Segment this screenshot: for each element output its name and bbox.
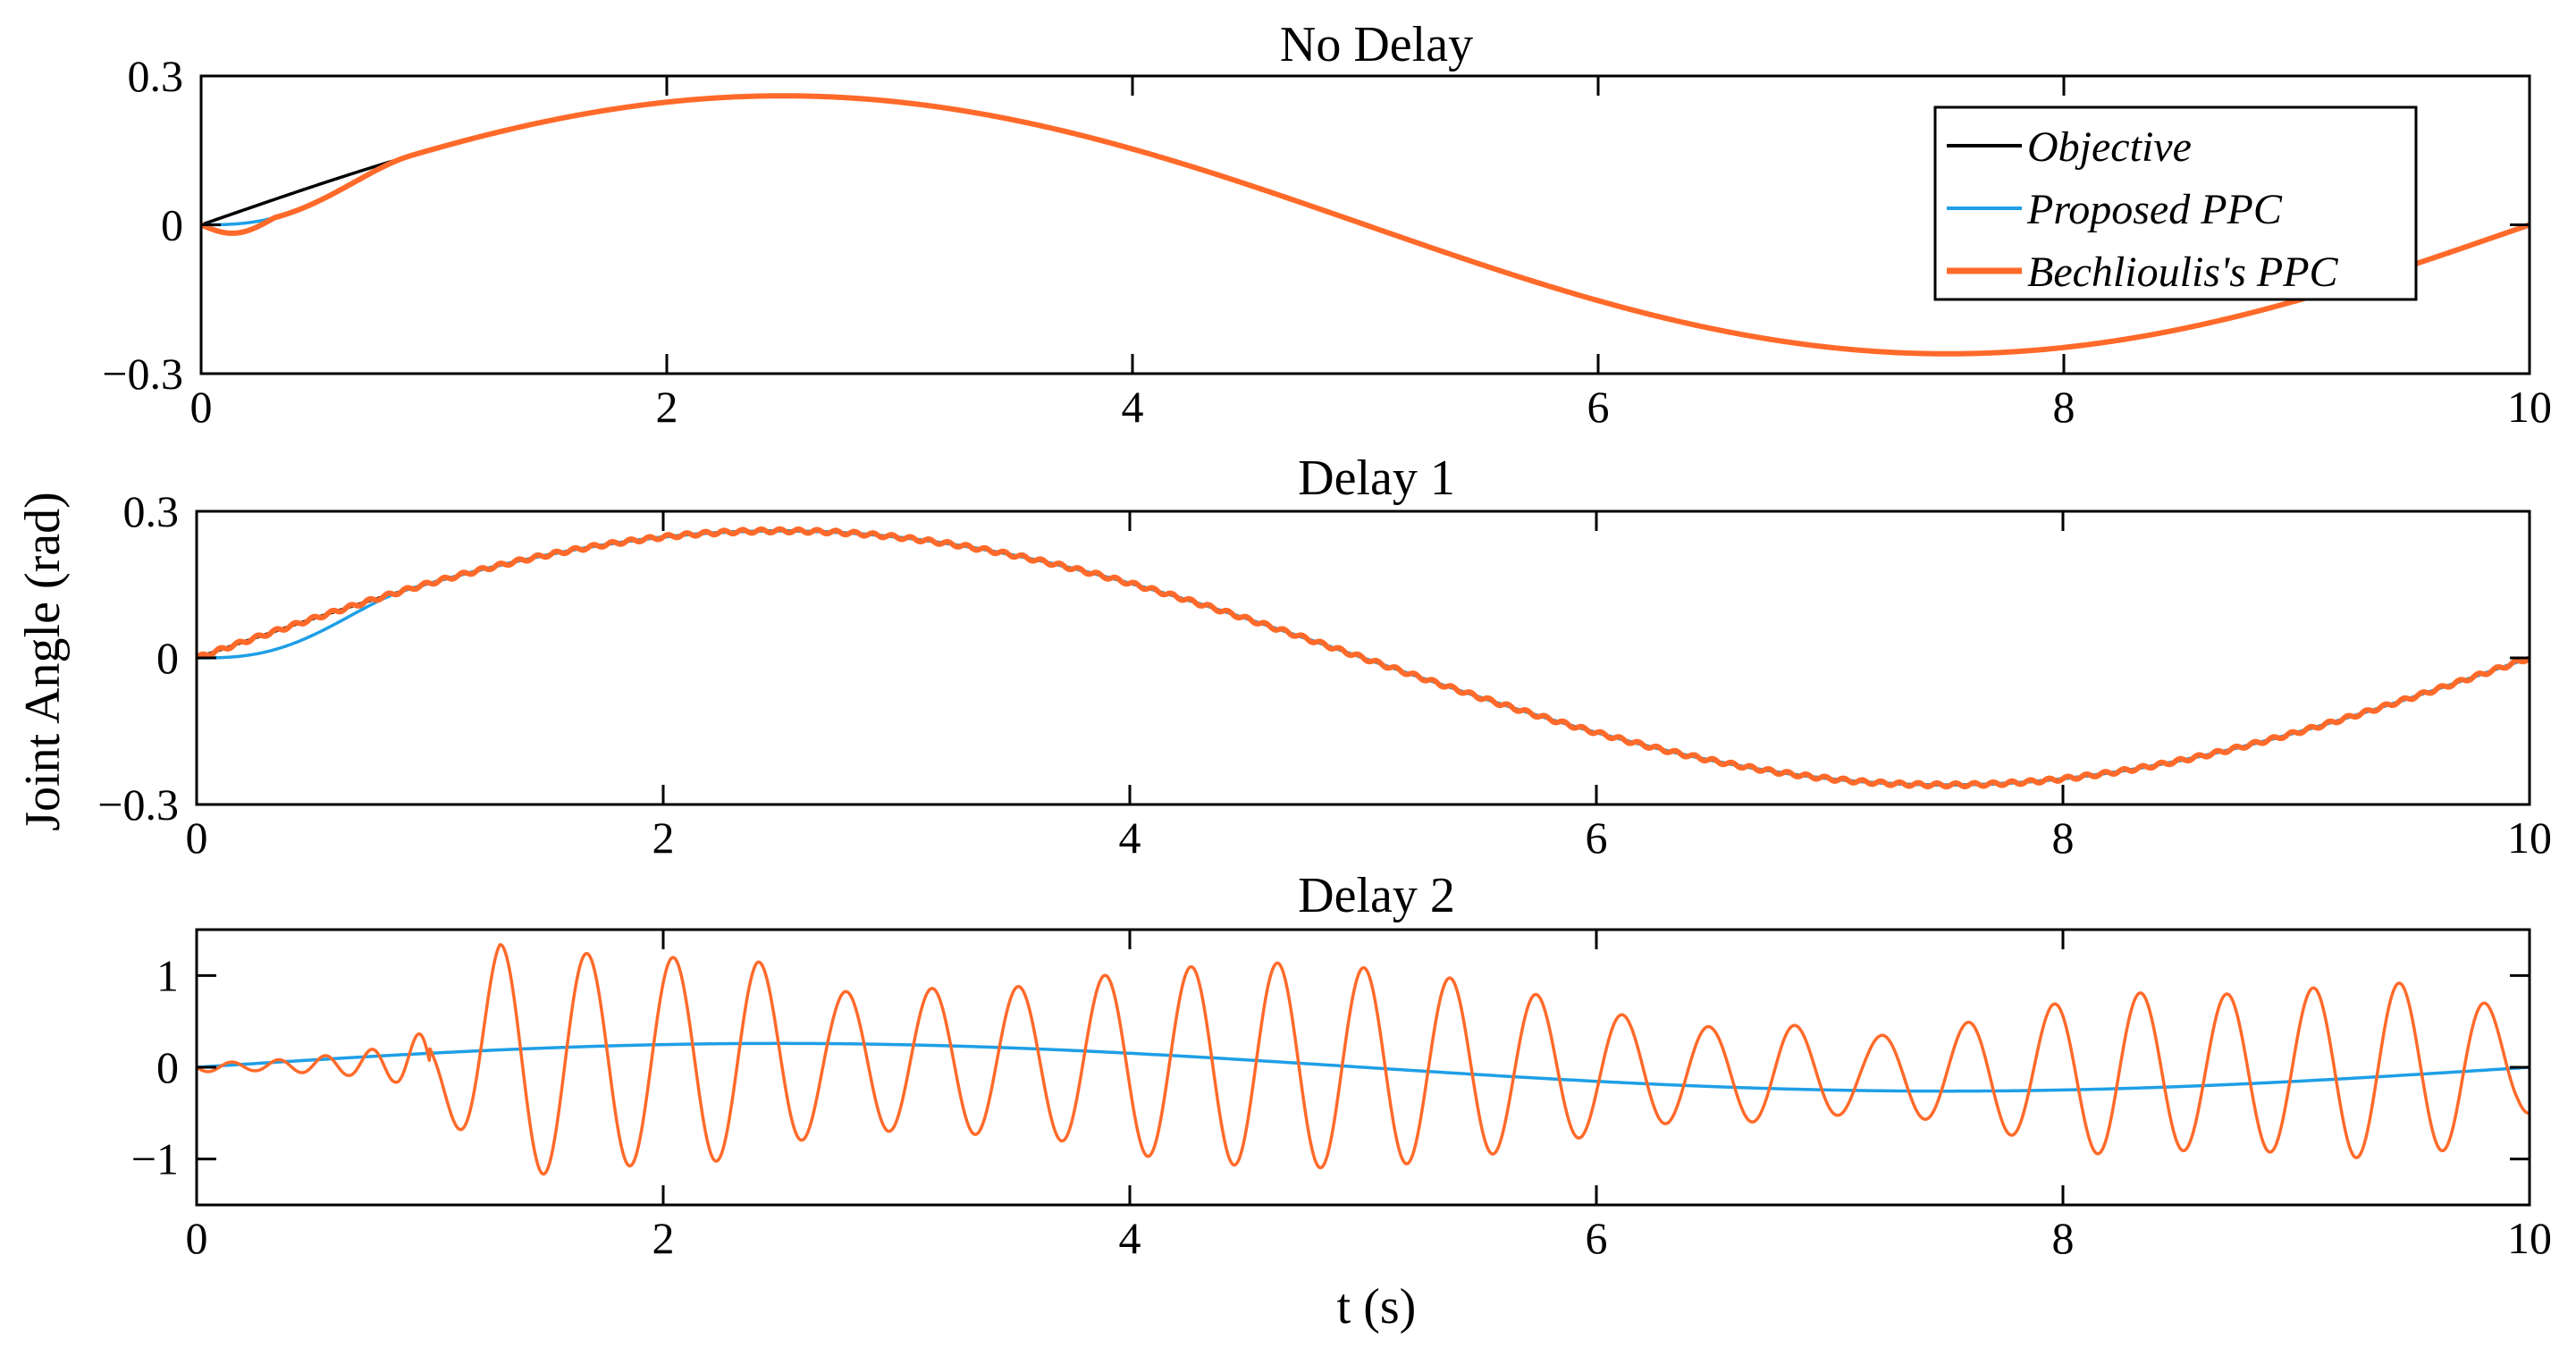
tick-label-layer: 0 2 4 6 8 10−0.300.3 [97, 486, 2552, 863]
x-tick-label: 2 [656, 382, 678, 432]
y-tick-label: −0.3 [97, 779, 179, 830]
subplot-delay-2: Delay 2 0 2 4 6 8 10−101 [131, 868, 2552, 1263]
series-layer [197, 943, 2530, 1176]
series-layer [201, 93, 2530, 357]
series-layer [197, 526, 2530, 790]
legend-box [1933, 105, 2418, 301]
subplot-title: Delay 1 [1298, 451, 1455, 506]
x-tick-label: 6 [1586, 813, 1608, 863]
tick-label-layer: 0 2 4 6 8 10−0.300.3 [102, 51, 2552, 432]
series-line-bechlioulis-s-ppc [197, 943, 2530, 1176]
y-tick-label: 1 [156, 950, 179, 1000]
x-tick-label: 2 [652, 813, 675, 863]
x-axis-label: t (s) [1337, 1279, 1417, 1335]
x-tick-label: 4 [1119, 1213, 1141, 1263]
x-tick-label: 8 [2053, 382, 2075, 432]
subplot-title: No Delay [1280, 17, 1473, 72]
x-tick-label: 10 [2507, 813, 2552, 863]
series-line-bechlioulis-s-ppc [197, 526, 2530, 790]
axes-frame [195, 928, 2531, 1207]
x-tick-label: 0 [190, 382, 213, 432]
y-tick-label: −0.3 [102, 349, 183, 399]
legend-label-objective: Objective [2027, 123, 2192, 171]
x-tick-label: 4 [1119, 813, 1141, 863]
y-tick-label: 0 [161, 200, 183, 250]
y-tick-label: 0.3 [128, 51, 184, 101]
x-tick-label: 0 [186, 813, 208, 863]
tick-label-layer: 0 2 4 6 8 10−101 [131, 950, 2552, 1263]
subplot-no-delay: No Delay 0 2 4 6 8 10−0.300.3 [102, 17, 2552, 432]
series-line-proposed-ppc [197, 1041, 2530, 1093]
legend-label-bechlioulis: Bechlioulis's PPC [2027, 248, 2339, 296]
x-tick-label: 2 [652, 1213, 675, 1263]
subplot-title: Delay 2 [1298, 868, 1455, 923]
x-tick-label: 10 [2507, 1213, 2552, 1263]
subplot-delay-1: Delay 1 0 2 4 6 8 10−0.300.3 [97, 451, 2552, 863]
axes-frame [195, 510, 2531, 806]
y-tick-label: 0 [156, 1042, 179, 1092]
series-line-bechlioulis-s-ppc [201, 93, 2530, 357]
y-tick-label: 0 [156, 633, 179, 683]
legend-label-proposed: Proposed PPC [2026, 186, 2283, 233]
x-tick-label: 4 [1122, 382, 1144, 432]
x-tick-label: 6 [1586, 1213, 1608, 1263]
y-tick-label: 0.3 [123, 486, 180, 536]
x-tick-label: 10 [2507, 382, 2552, 432]
x-tick-label: 8 [2052, 813, 2075, 863]
axes-frame [199, 74, 2531, 375]
y-tick-label: −1 [131, 1134, 179, 1184]
x-tick-label: 8 [2052, 1213, 2075, 1263]
x-tick-label: 6 [1587, 382, 1610, 432]
x-tick-label: 0 [186, 1213, 208, 1263]
legend: Objective Proposed PPC Bechlioulis's PPC [1933, 105, 2418, 301]
y-axis-label: Joint Angle (rad) [15, 492, 71, 830]
